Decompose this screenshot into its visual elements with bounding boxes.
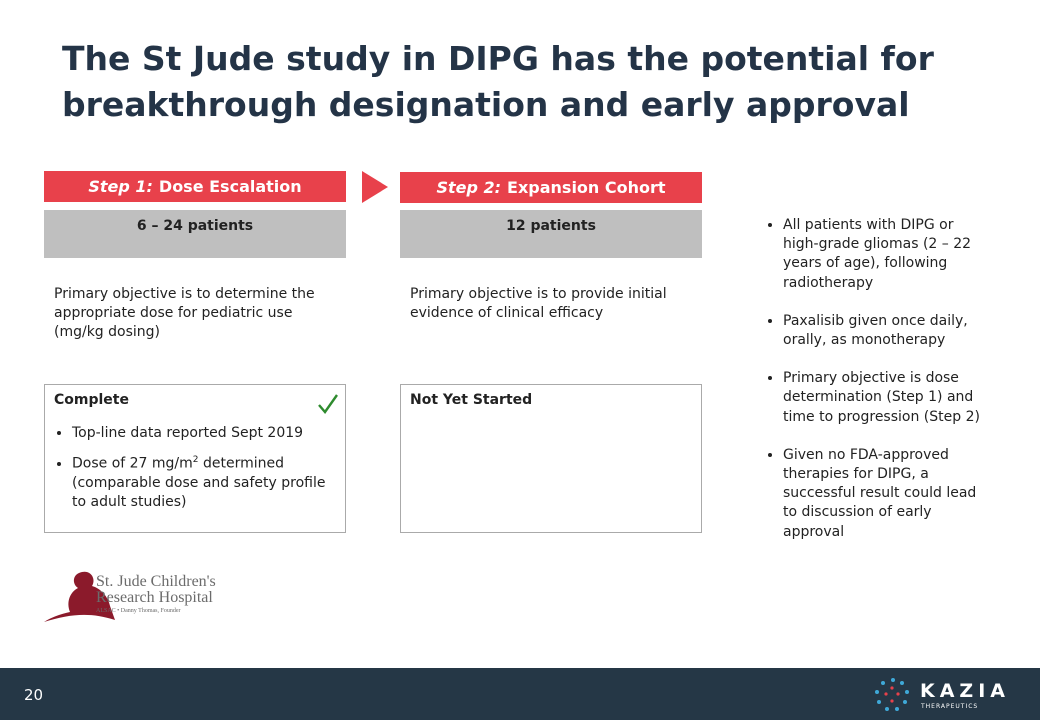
footer: 20 KAZIA THERAPEUTICS (0, 668, 1040, 720)
text: Dose of 27 mg/m (72, 455, 193, 472)
status-box: Not Yet Started (400, 384, 702, 533)
brand-logo: KAZIA THERAPEUTICS (875, 678, 1010, 711)
note: Primary objective is dose determination … (783, 369, 983, 427)
step-label: Step 2: (436, 178, 502, 197)
status: Complete (54, 392, 129, 408)
arrow (362, 171, 388, 203)
status: Not Yet Started (410, 392, 533, 408)
status-item: Dose of 27 mg/m2 determined (comparable … (72, 451, 336, 512)
patients: 6 – 24 patients (44, 210, 346, 258)
notes: All patients with DIPG or high-grade gli… (765, 216, 983, 561)
step-label: Step 1: (88, 177, 153, 196)
step-bar: Step 1: Dose Escalation (44, 171, 346, 202)
text: determined (comparable dose and safety p… (72, 455, 326, 510)
patients: 12 patients (400, 210, 702, 258)
objective: Primary objective is to provide initial … (410, 286, 667, 321)
note: All patients with DIPG or high-grade gli… (783, 216, 983, 293)
title-line: The St Jude study in DIPG has the potent… (62, 39, 934, 78)
note: Paxalisib given once daily, orally, as m… (783, 312, 983, 350)
title-line: breakthrough designation and early appro… (62, 85, 910, 124)
logo-text: Research Hospital (96, 589, 213, 606)
logo: St. Jude Children's Research Hospital AL… (44, 571, 216, 622)
status-item: Top-line data reported Sept 2019 (72, 424, 336, 443)
objective: Primary objective is to determine the ap… (54, 286, 315, 340)
check-icon (318, 394, 338, 414)
step-name: Dose Escalation (158, 177, 302, 196)
title: The St Jude study in DIPG has the potent… (62, 36, 934, 128)
logo-tagline: ALSAC • Danny Thomas, Founder (96, 608, 181, 614)
brand-dots (875, 678, 909, 711)
superscript: 2 (192, 455, 199, 465)
note: Given no FDA-approved therapies for DIPG… (783, 446, 983, 542)
brand-sub: THERAPEUTICS (920, 703, 978, 710)
logo-figure (44, 571, 115, 622)
status-list: Top-line data reported Sept 2019 Dose of… (54, 424, 336, 512)
brand: KAZIA (920, 680, 1010, 702)
status-box: Complete Top-line data reported Sept 201… (44, 384, 346, 533)
page-number: 20 (24, 686, 44, 704)
step-bar: Step 2: Expansion Cohort (400, 172, 702, 203)
logo-text: St. Jude Children's (96, 573, 216, 590)
step-name: Expansion Cohort (507, 178, 666, 197)
